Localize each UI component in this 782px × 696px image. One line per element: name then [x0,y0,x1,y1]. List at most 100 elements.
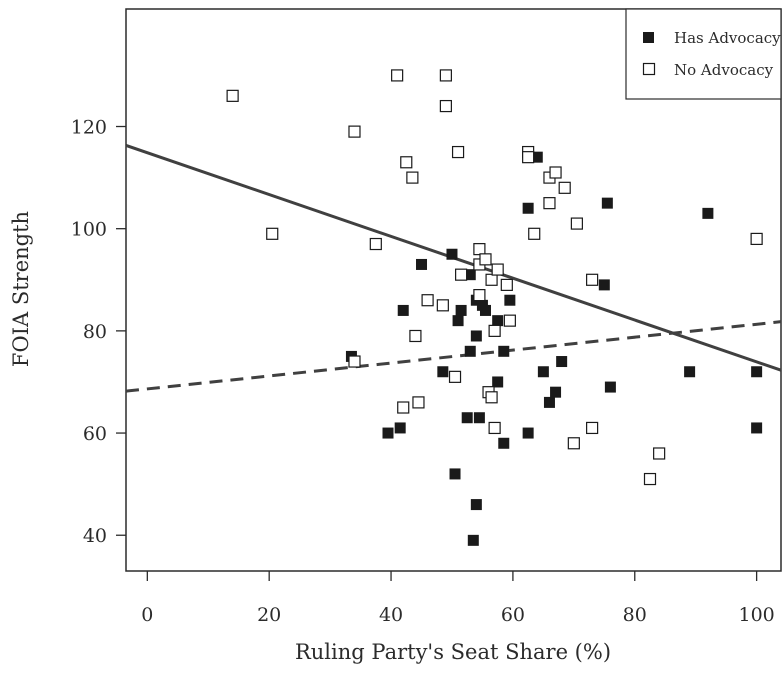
point-has-advocacy [470,499,482,511]
point-no-advocacy [348,125,361,138]
point-has-advocacy [397,304,409,316]
point-no-advocacy [266,227,279,240]
point-no-advocacy [397,401,410,414]
point-no-advocacy [348,355,361,368]
point-no-advocacy [653,447,666,460]
point-no-advocacy [448,370,462,383]
point-no-advocacy [439,99,452,113]
point-has-advocacy [684,366,696,378]
point-no-advocacy [570,217,583,230]
point-no-advocacy [500,278,513,291]
point-no-advocacy [409,329,422,343]
legend-label-no-advocacy: No Advocacy [674,61,774,79]
point-has-advocacy [498,437,510,449]
point-no-advocacy [406,171,419,184]
point-no-advocacy [226,89,239,102]
point-has-advocacy [382,427,394,439]
point-has-advocacy [702,207,714,219]
x-axis-label: Ruling Party's Seat Share (%) [295,640,611,664]
point-has-advocacy [601,197,613,209]
point-no-advocacy [558,181,571,194]
point-has-advocacy [751,366,763,378]
point-has-advocacy [464,269,476,281]
point-has-advocacy [455,304,467,316]
y-tick-label: 60 [83,423,107,445]
point-has-advocacy [394,422,406,434]
point-has-advocacy [470,330,482,342]
point-no-advocacy [750,232,763,246]
x-tick-label: 100 [738,604,774,626]
legend-box [625,8,782,100]
point-no-advocacy [488,324,501,337]
point-has-advocacy [492,376,504,388]
y-tick-label: 120 [71,117,107,139]
legend: Has Advocacy No Advocacy [625,8,782,100]
legend-marker-no-advocacy [642,62,656,76]
point-no-advocacy [436,299,449,312]
point-no-advocacy [543,197,556,210]
point-no-advocacy [479,253,492,266]
x-tick-label: 0 [141,604,153,626]
point-no-advocacy [643,472,657,486]
y-axis: 40 60 80 100 120 [71,117,126,547]
plot-frame [125,8,782,572]
legend-marker-has-advocacy [643,32,654,43]
point-has-advocacy [504,294,516,306]
point-has-advocacy [479,304,491,316]
point-has-advocacy [437,366,449,378]
x-axis: 0 20 40 60 80 100 [141,571,775,626]
point-has-advocacy [522,427,534,439]
point-no-advocacy [485,391,498,404]
point-no-advocacy [412,396,425,409]
point-no-advocacy [503,314,516,327]
point-no-advocacy [488,421,501,435]
point-no-advocacy [491,263,504,276]
point-no-advocacy [455,268,468,281]
point-has-advocacy [556,356,568,368]
point-no-advocacy [485,273,498,286]
point-has-advocacy [464,345,476,357]
point-has-advocacy [498,345,510,357]
point-has-advocacy [452,315,464,327]
y-tick-label: 100 [71,219,107,241]
trend-lines [125,143,782,393]
point-no-advocacy [391,69,404,82]
point-has-advocacy [751,422,763,434]
point-has-advocacy [598,279,610,291]
point-has-advocacy [550,386,562,398]
point-has-advocacy [473,412,485,424]
point-has-advocacy [449,468,461,480]
point-no-advocacy [421,294,434,307]
y-tick-label: 80 [83,321,107,343]
trend-line-dashed [125,320,782,393]
point-has-advocacy [537,366,549,378]
point-has-advocacy [522,202,534,214]
point-no-advocacy [522,151,535,164]
x-tick-label: 40 [379,604,403,626]
point-no-advocacy [473,289,486,302]
point-no-advocacy [400,156,413,169]
point-no-advocacy [473,243,486,256]
point-no-advocacy [369,237,382,251]
point-no-advocacy [567,437,580,450]
x-tick-label: 60 [501,604,525,626]
point-has-advocacy [492,315,504,327]
point-has-advocacy [543,396,555,408]
point-has-advocacy [446,248,458,260]
point-no-advocacy [586,421,599,435]
point-has-advocacy [416,258,428,270]
point-no-advocacy [451,145,465,159]
point-has-advocacy [604,381,616,393]
point-has-advocacy [461,412,473,424]
x-tick-label: 80 [623,604,647,626]
point-has-advocacy [467,534,479,546]
point-no-advocacy [439,69,452,82]
point-no-advocacy [549,166,562,179]
point-has-advocacy [531,151,543,163]
point-no-advocacy [528,227,541,240]
data-points [226,69,763,546]
y-tick-label: 40 [83,525,107,547]
x-tick-label: 20 [257,604,281,626]
point-no-advocacy [586,273,599,286]
